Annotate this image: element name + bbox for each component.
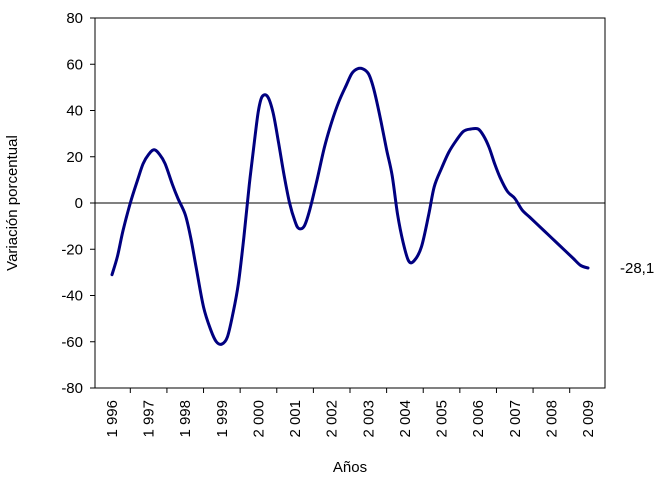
y-tick-label: 0 [75,195,83,212]
x-tick-label: 1 997 [141,400,158,438]
y-axis-ticks: 80 60 40 20 0 -20 -40 -60 -80 [61,10,95,397]
x-tick-label: 2 007 [507,400,524,438]
y-axis-label: Variación porcentual [4,135,21,271]
y-tick-label: -60 [61,334,83,351]
y-tick-label: -40 [61,288,83,305]
y-tick-label: -20 [61,241,83,258]
x-tick-label: 2 002 [324,400,341,438]
x-tick-label: 2 000 [250,400,267,438]
x-tick-label: 2 005 [434,400,451,438]
plot-frame [94,17,606,389]
end-value-label: -28,1 [620,260,654,277]
x-tick-label: 2 008 [543,400,560,438]
series-line [110,66,590,346]
x-tick-label: 1 996 [104,400,121,438]
x-tick-label: 2 004 [397,400,414,438]
x-axis-ticks: 1 996 1 997 1 998 1 999 2 000 2 001 2 002 2 003… [104,388,597,438]
x-tick-label: 2 003 [360,400,377,438]
x-axis-label: Años [333,459,367,476]
x-tick-label: 2 009 [580,400,597,438]
x-tick-label: 2 001 [287,400,304,438]
y-tick-label: 60 [66,56,83,73]
y-tick-label: 20 [66,149,83,166]
x-tick-label: 2 006 [470,400,487,438]
x-tick-label: 1 999 [214,400,231,438]
y-tick-label: 40 [66,103,83,120]
y-tick-label: 80 [66,10,83,27]
x-tick-label: 1 998 [177,400,194,438]
y-tick-label: -80 [61,380,83,397]
